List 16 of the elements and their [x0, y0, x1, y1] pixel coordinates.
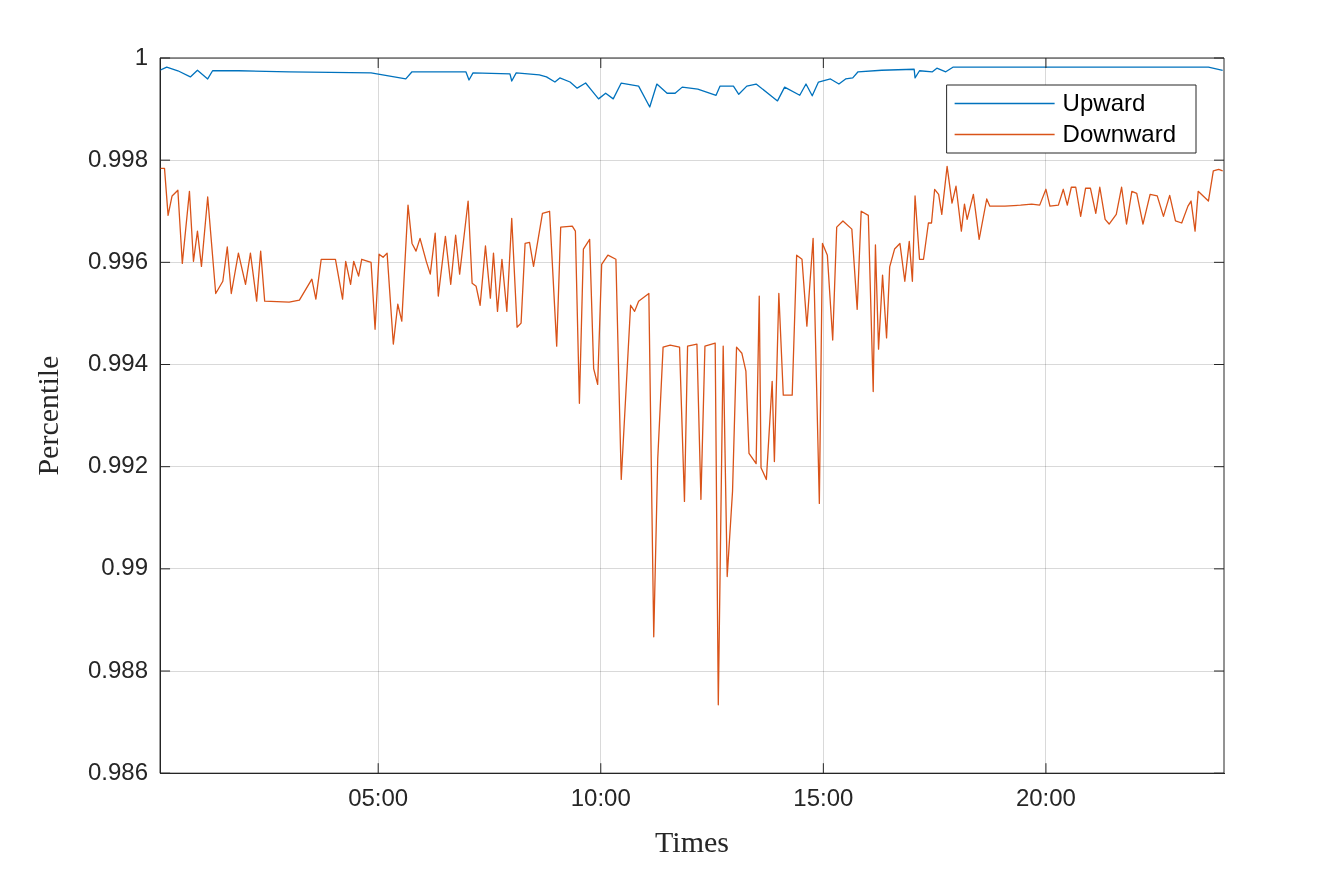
- x-tick-label: 05:00: [348, 784, 409, 812]
- x-tick-label: 15:00: [793, 784, 854, 812]
- y-tick-label: 0.996: [88, 246, 149, 274]
- y-tick-label: 1: [134, 42, 149, 70]
- y-tick-label: 0.994: [88, 349, 149, 377]
- x-tick-label: 10:00: [570, 784, 631, 812]
- y-axis-title: Percentile: [30, 355, 64, 476]
- y-tick-label: 0.998: [88, 144, 149, 172]
- x-axis-title: Times: [655, 824, 729, 858]
- y-tick-label: 0.99: [101, 553, 149, 581]
- x-tick-label: 20:00: [1015, 784, 1076, 812]
- y-tick-label: 0.988: [88, 655, 149, 683]
- legend-label: Downward: [1062, 120, 1177, 148]
- y-tick-label: 0.992: [88, 451, 149, 479]
- legend-label: Upward: [1062, 89, 1146, 117]
- y-tick-label: 0.986: [88, 757, 149, 785]
